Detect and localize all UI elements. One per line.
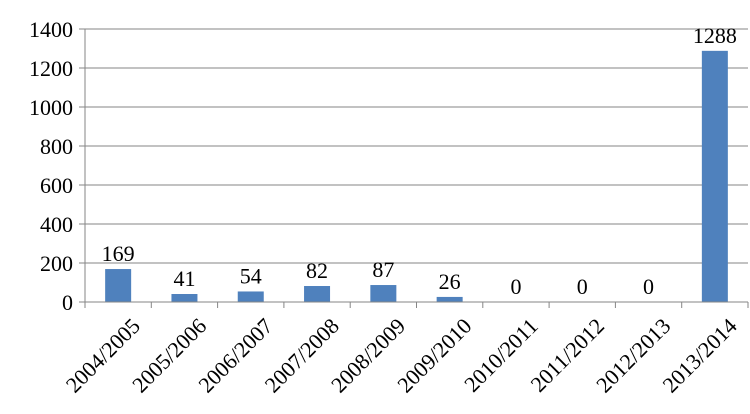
bar [436, 296, 463, 302]
x-tick-labels: 2004/20052005/20062006/20072007/20082008… [61, 313, 742, 397]
bars [105, 50, 728, 303]
data-label: 82 [306, 258, 328, 283]
data-label: 54 [240, 263, 262, 288]
data-labels: 169 41 54 82 87 26 0 0 0 1288 [102, 23, 737, 299]
y-tick-label: 0 [62, 290, 73, 315]
gridlines [85, 28, 748, 264]
data-label: 169 [102, 241, 135, 266]
bar [370, 285, 397, 302]
y-tick-label: 1200 [29, 56, 73, 81]
y-tick-label: 1000 [29, 95, 73, 120]
data-label: 1288 [693, 23, 737, 48]
data-label: 87 [372, 257, 394, 282]
data-label: 41 [173, 266, 195, 291]
y-tick-label: 400 [40, 212, 73, 237]
bar [701, 50, 728, 303]
data-label: 26 [439, 269, 461, 294]
data-label: 0 [510, 274, 521, 299]
bar [105, 269, 132, 302]
y-tick-labels: 0 200 400 600 800 1000 1200 1400 [29, 17, 73, 315]
bar [171, 294, 198, 302]
bar [304, 286, 331, 302]
axes [79, 28, 749, 308]
y-tick-label: 200 [40, 251, 73, 276]
y-tick-label: 800 [40, 134, 73, 159]
y-tick-label: 600 [40, 173, 73, 198]
bar [237, 291, 264, 302]
y-tick-label: 1400 [29, 17, 73, 42]
data-label: 0 [643, 274, 654, 299]
data-label: 0 [577, 274, 588, 299]
